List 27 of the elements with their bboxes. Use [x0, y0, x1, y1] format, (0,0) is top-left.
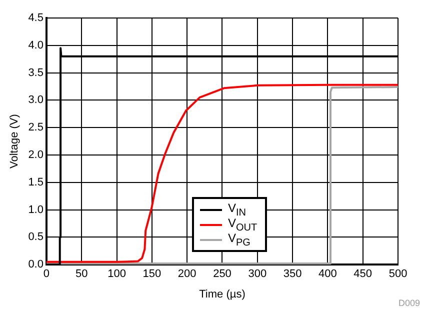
legend-label: V$_{PG}$: [228, 230, 250, 248]
y-tick-label: 1.0: [28, 204, 44, 216]
y-tick-label: 2.0: [28, 149, 44, 162]
x-tick-label: 450: [354, 268, 372, 280]
y-tick-label: 4.5: [28, 12, 44, 24]
x-tick-label: 0: [43, 268, 50, 280]
x-axis-title: Time (µs): [199, 288, 246, 300]
y-tick-label: 0.5: [28, 231, 44, 244]
x-tick-label: 100: [108, 268, 126, 280]
y-tick-label: 2.5: [28, 122, 44, 134]
x-tick-label: 350: [283, 268, 302, 280]
legend-label: V$_{OUT}$: [228, 216, 258, 234]
text: D009: [398, 298, 420, 308]
legend-label: V$_{IN}$: [228, 200, 246, 218]
x-tick-label: 300: [248, 268, 267, 280]
x-tick-label: 500: [388, 268, 408, 280]
y-tick-label: 4.0: [28, 39, 44, 52]
x-tick-label: 400: [318, 268, 337, 280]
y-tick-label: 1.5: [28, 176, 44, 188]
y-tick-label: 3.0: [28, 94, 44, 106]
y-tick-label: 3.5: [28, 66, 44, 79]
x-tick-label: 200: [178, 268, 196, 280]
y-axis-title: Voltage (V): [8, 114, 21, 169]
x-tick-label: 150: [142, 268, 162, 280]
x-tick-label: 50: [76, 268, 88, 280]
x-tick-label: 250: [213, 268, 232, 280]
y-tick-label: 0.0: [28, 258, 44, 271]
